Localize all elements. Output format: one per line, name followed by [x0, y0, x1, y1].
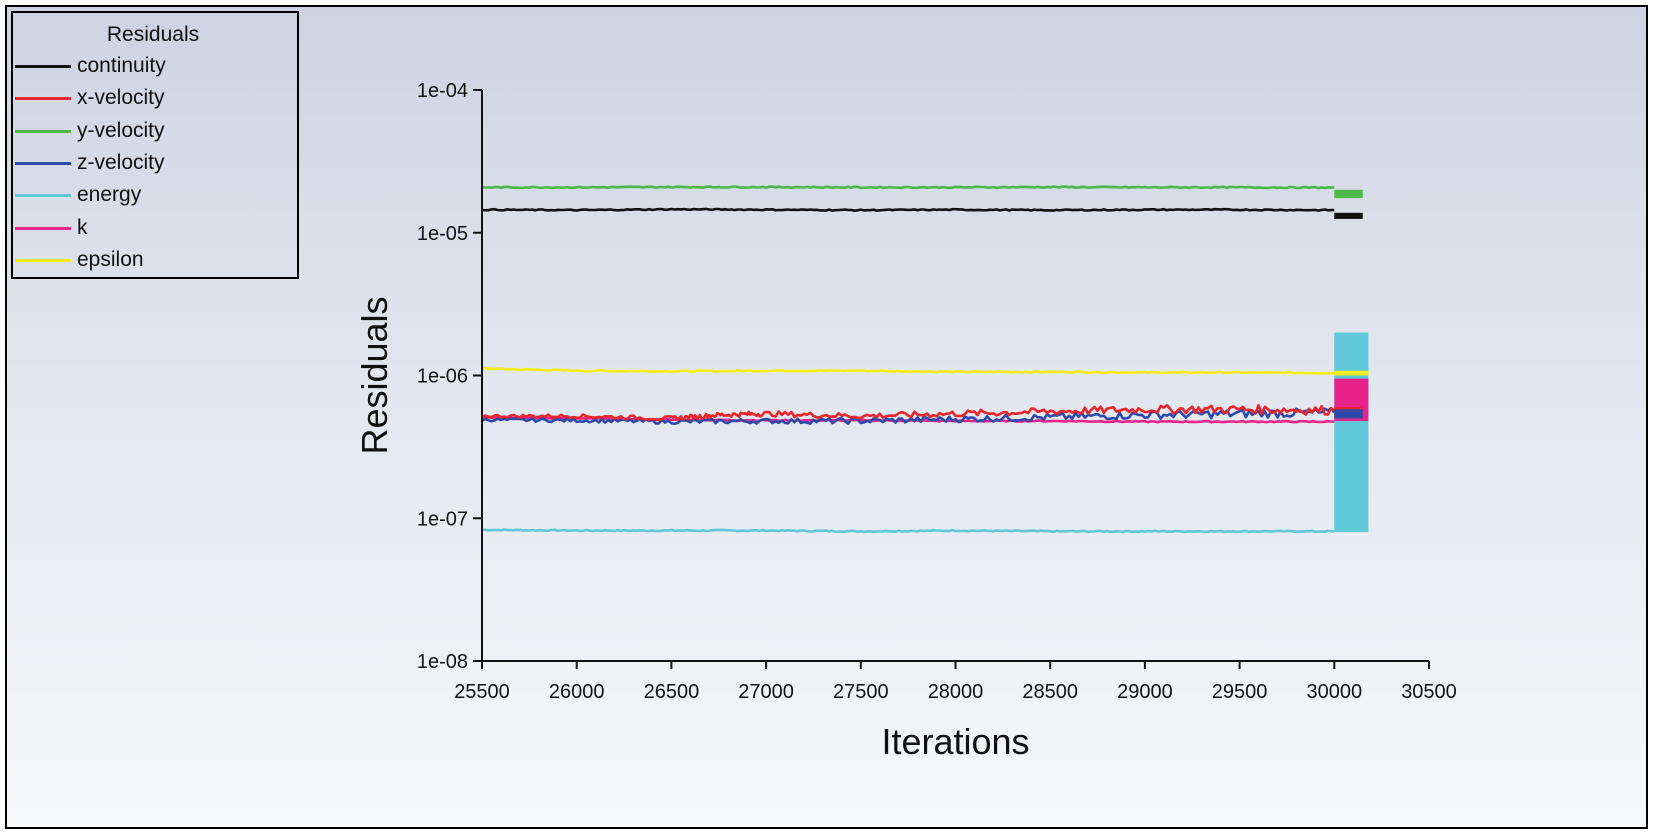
- x-tick-label: 30000: [1306, 681, 1362, 703]
- legend-swatch-epsilon: [15, 258, 71, 262]
- series-band-continuity: [1334, 212, 1363, 219]
- series-line-epsilon: [481, 366, 1335, 375]
- legend-item-x-velocity: x-velocity: [13, 84, 297, 117]
- legend-label: x-velocity: [77, 86, 165, 110]
- residuals-plot: 25500 26000 26500 27000 27500 28000 28500 29000…: [354, 80, 1457, 762]
- y-tick-label: 1e-04: [417, 80, 468, 102]
- axes-layer: 25500 26000 26500 27000 27500 28000 28500 29000…: [417, 80, 1457, 703]
- legend-label: k: [77, 215, 88, 239]
- x-tick-label: 28000: [928, 681, 984, 703]
- legend-label: energy: [77, 183, 142, 207]
- legend-swatch-y-velocity: [15, 129, 71, 133]
- x-tick-label: 29000: [1117, 681, 1173, 703]
- x-tick-label: 29500: [1212, 681, 1268, 703]
- legend-swatch-k: [15, 226, 71, 230]
- series-band-energy: [1334, 332, 1369, 533]
- x-axis-label: Iterations: [881, 721, 1029, 762]
- legend-swatch-z-velocity: [15, 161, 71, 165]
- y-tick-label: 1e-08: [417, 651, 468, 673]
- x-tick-label: 27000: [738, 681, 794, 703]
- legend-label: epsilon: [77, 247, 144, 271]
- x-tick-label: 25500: [454, 681, 510, 703]
- series-line-y-velocity: [481, 185, 1335, 190]
- x-tick-label: 28500: [1022, 681, 1078, 703]
- series-layer: [481, 185, 1369, 534]
- y-tick-label: 1e-07: [417, 508, 468, 530]
- legend-item-z-velocity: z-velocity: [13, 149, 297, 182]
- y-tick-label: 1e-06: [417, 366, 468, 388]
- legend: Residuals continuity x-velocity y-velocity…: [11, 11, 299, 279]
- legend-swatch-x-velocity: [15, 97, 71, 101]
- series-band-epsilon: [1334, 370, 1369, 376]
- legend-item-y-velocity: y-velocity: [13, 117, 297, 150]
- legend-item-energy: energy: [13, 181, 297, 214]
- legend-title: Residuals: [106, 23, 200, 46]
- legend-label: continuity: [77, 54, 166, 77]
- series-band-z-velocity: [1334, 409, 1363, 419]
- legend-item-epsilon: epsilon: [13, 246, 297, 279]
- x-tick-label: 30500: [1401, 681, 1457, 703]
- legend-item-k: k: [13, 214, 297, 247]
- x-tick-label: 27500: [833, 681, 889, 703]
- y-tick-label: 1e-05: [417, 223, 468, 245]
- x-tick-label: 26500: [644, 681, 700, 703]
- legend-swatch-continuity: [15, 65, 71, 68]
- legend-item-continuity: continuity: [13, 52, 297, 85]
- series-line-energy: [482, 528, 1335, 534]
- legend-label: y-velocity: [77, 118, 165, 142]
- series-line-x-velocity: [481, 403, 1336, 422]
- legend-label: z-velocity: [77, 150, 165, 174]
- legend-swatch-energy: [15, 194, 71, 198]
- series-band-y-velocity: [1334, 189, 1363, 199]
- series-line-continuity: [481, 207, 1335, 212]
- y-axis-label: Residuals: [354, 296, 395, 454]
- x-tick-label: 26000: [549, 681, 605, 703]
- chart-frame: 25500 26000 26500 27000 27500 28000 28500 29000…: [5, 5, 1648, 829]
